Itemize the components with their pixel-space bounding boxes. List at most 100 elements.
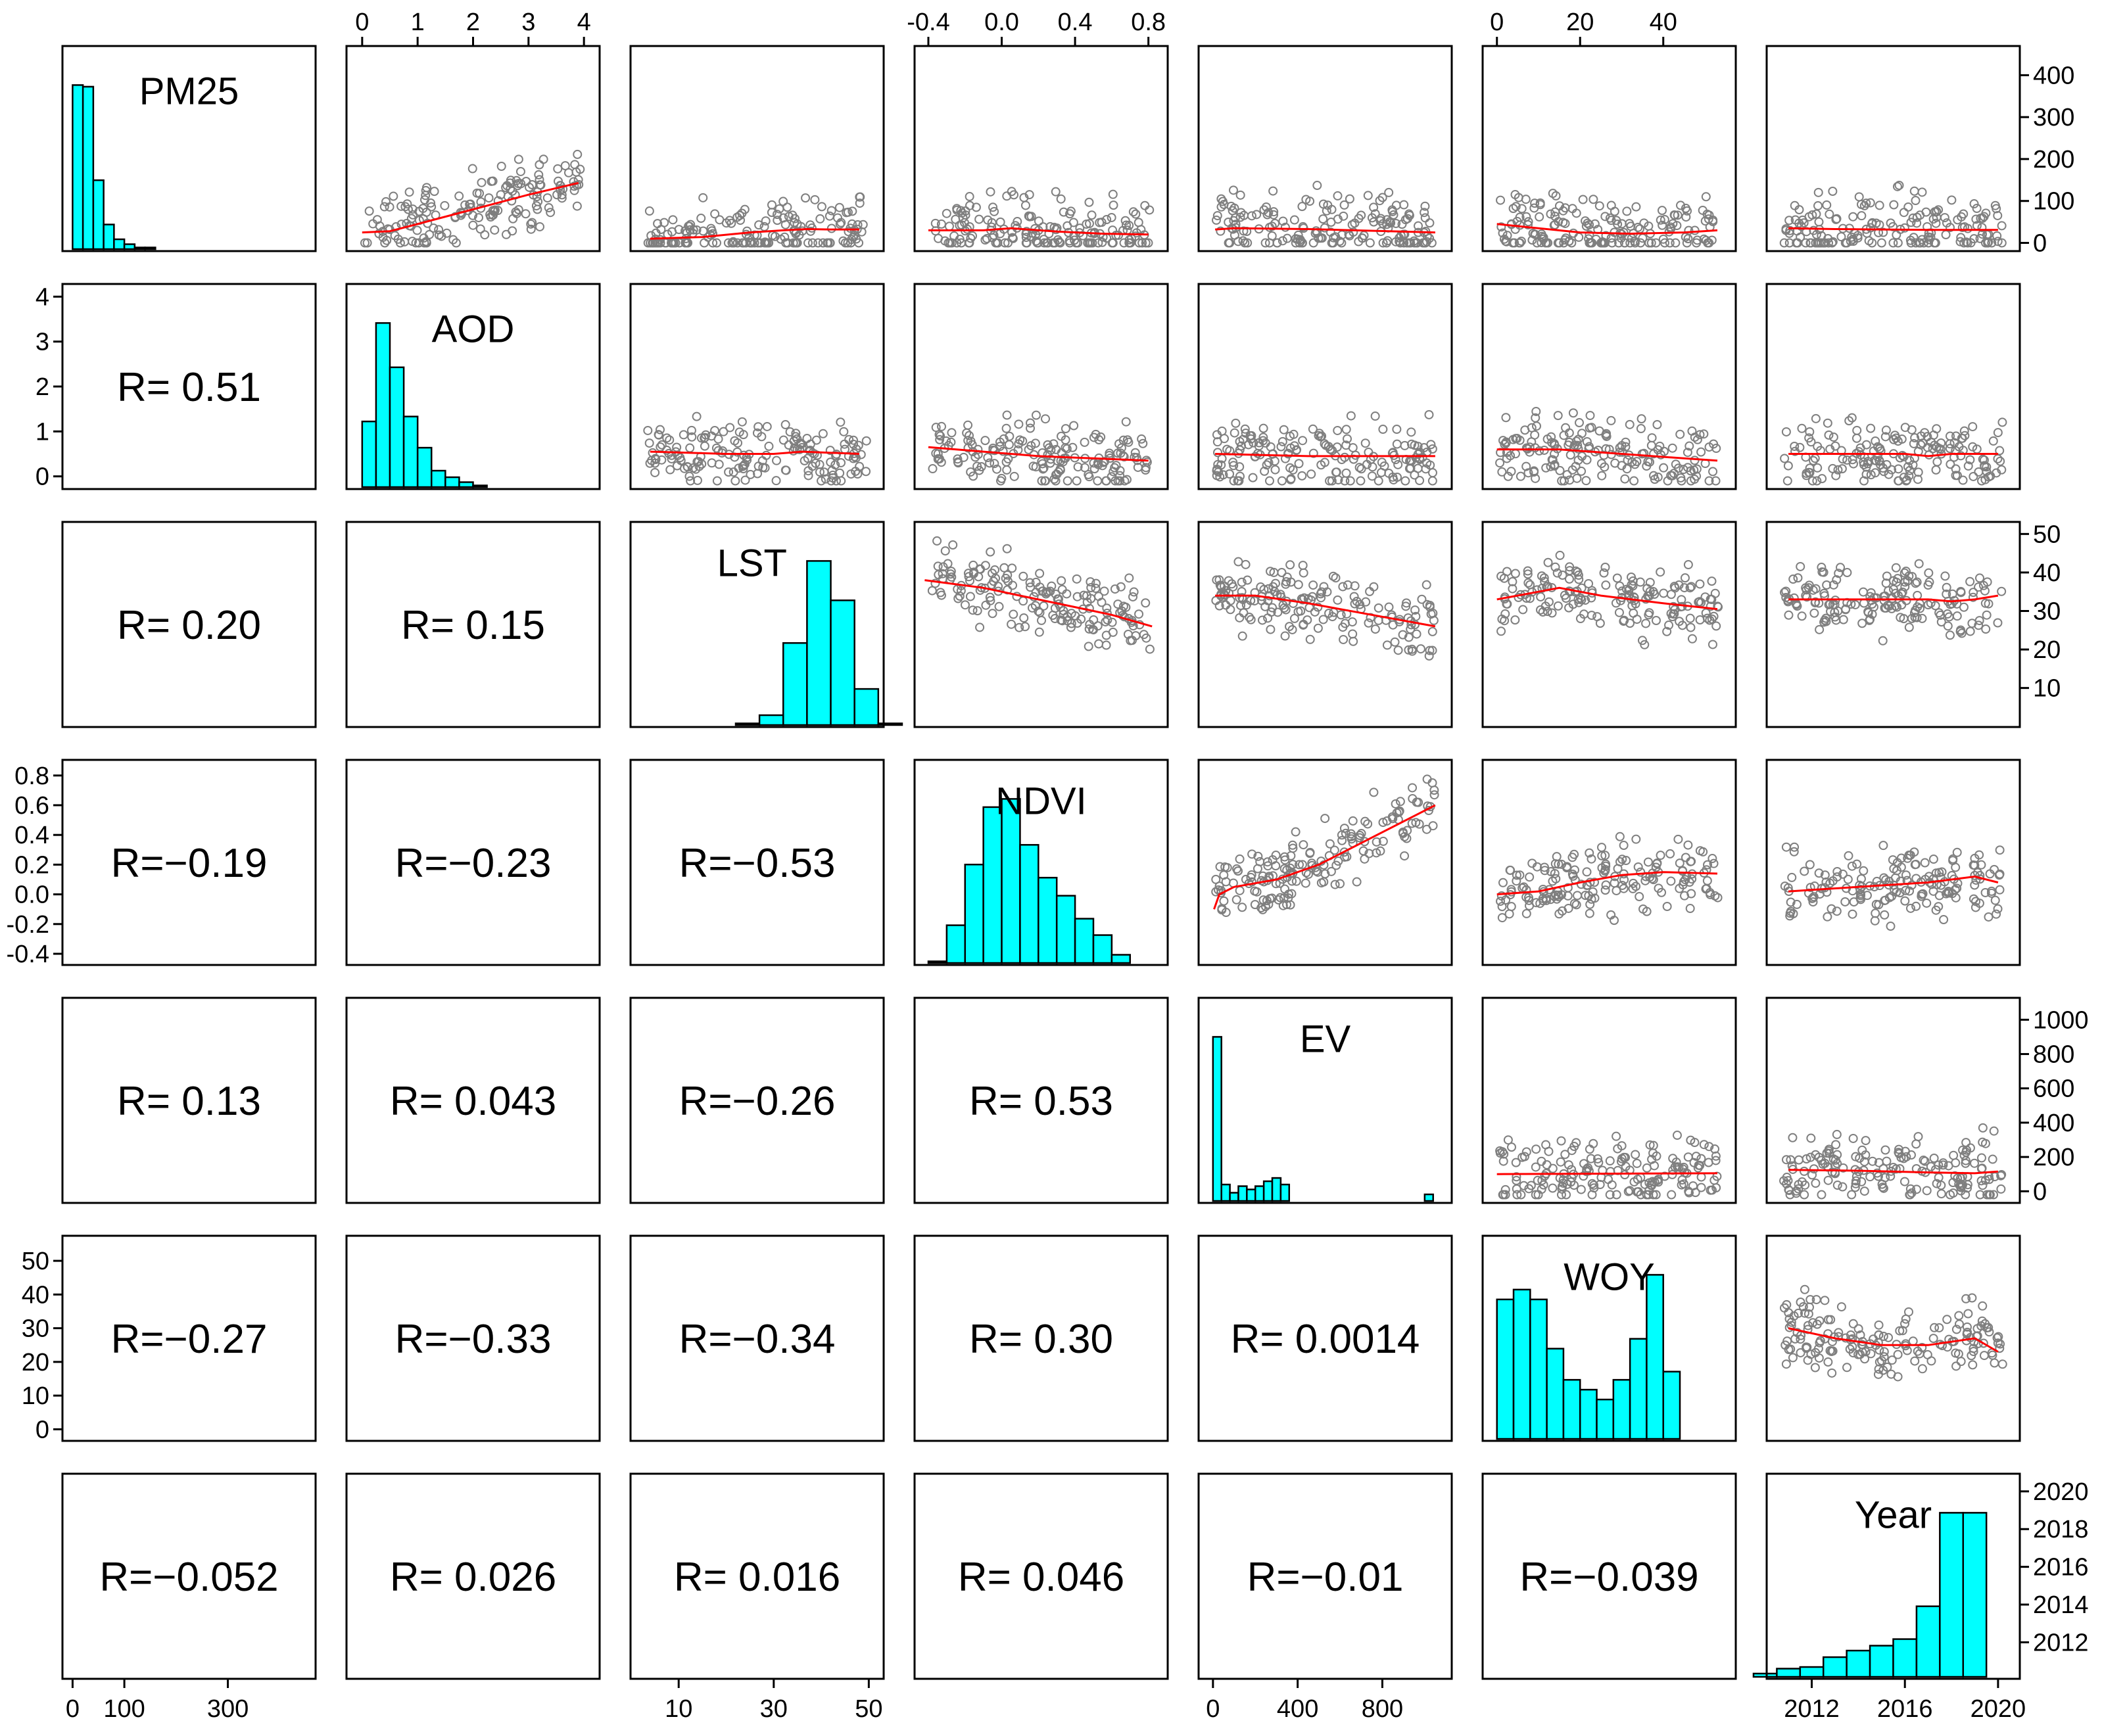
scatter-point xyxy=(1980,887,1990,897)
scatter-point xyxy=(1109,200,1118,210)
scatter-point xyxy=(1683,206,1692,216)
scatter-point xyxy=(1031,462,1041,472)
scatter-point xyxy=(1782,476,1792,486)
scatter-point xyxy=(1984,1323,1994,1332)
scatter-point xyxy=(1392,425,1402,434)
scatter-point xyxy=(1934,608,1944,618)
scatter-points xyxy=(1496,189,1718,248)
scatter-point xyxy=(1356,476,1366,486)
scatter-point xyxy=(1056,194,1066,204)
smoother-line xyxy=(1496,223,1718,235)
panel-pm25-aod xyxy=(345,45,601,252)
tick-label: 0.0 xyxy=(14,881,49,909)
scatter-point xyxy=(1422,599,1432,609)
scatter-point xyxy=(1548,876,1558,886)
scatter-point xyxy=(1557,890,1567,900)
scatter-point xyxy=(1961,1156,1971,1165)
scatter-point xyxy=(1932,424,1942,434)
scatter-point xyxy=(419,233,429,243)
scatter-point xyxy=(1610,206,1619,216)
scatter-point xyxy=(1811,1150,1821,1160)
scatter-point xyxy=(1594,1158,1604,1167)
panel-aod-woy xyxy=(1481,283,1737,490)
scatter-point xyxy=(931,423,941,433)
scatter-point xyxy=(1547,608,1557,618)
scatter-point xyxy=(1802,1342,1811,1352)
scatter-point xyxy=(1891,588,1901,598)
scatter-point xyxy=(1540,866,1550,876)
scatter-point xyxy=(1512,1172,1521,1182)
scatter-point xyxy=(1529,467,1539,477)
scatter-point xyxy=(1974,467,1984,477)
panel-frame xyxy=(913,283,1169,490)
scatter-point xyxy=(1649,471,1659,481)
scatter-point xyxy=(1233,476,1243,486)
scatter-point xyxy=(1871,436,1880,446)
scatter-point xyxy=(1900,423,1910,433)
scatter-point xyxy=(1641,594,1651,604)
scatter-point xyxy=(1686,582,1696,592)
scatter-point xyxy=(1586,238,1596,248)
scatter-point xyxy=(1004,440,1014,450)
scatter-point xyxy=(1108,189,1118,199)
panel-frame xyxy=(913,45,1169,252)
scatter-point xyxy=(1786,897,1796,907)
scatter-point xyxy=(684,471,694,481)
scatter-point xyxy=(1855,880,1865,890)
scatter-point xyxy=(1216,582,1226,592)
scatter-point xyxy=(1646,440,1656,450)
scatter-point xyxy=(698,193,708,202)
scatter-point xyxy=(1297,238,1307,248)
scatter-point xyxy=(1564,236,1574,246)
scatter-point xyxy=(725,423,735,433)
scatter-point xyxy=(1832,1129,1842,1139)
scatter-point xyxy=(451,238,461,248)
scatter-point xyxy=(685,443,695,453)
scatter-points xyxy=(1495,1131,1722,1200)
scatter-point xyxy=(1269,210,1279,220)
scatter-point xyxy=(662,445,672,455)
scatter-point xyxy=(1639,218,1649,228)
scatter-point xyxy=(1708,854,1717,864)
scatter-point xyxy=(1025,578,1035,588)
scatter-point xyxy=(1641,619,1651,628)
scatter-point xyxy=(1293,580,1303,590)
scatter-point xyxy=(1830,612,1840,622)
scatter-point xyxy=(1932,1179,1942,1188)
scatter-point xyxy=(1910,860,1920,870)
scatter-point xyxy=(1567,465,1577,475)
scatter-point xyxy=(1878,1332,1888,1342)
scatter-point xyxy=(1415,476,1425,486)
scatter-point xyxy=(1308,238,1318,248)
scatter-point xyxy=(1585,442,1594,452)
scatter-point xyxy=(1557,1184,1567,1194)
hist-bar xyxy=(1220,1183,1231,1202)
scatter-point xyxy=(965,592,975,601)
scatter-point xyxy=(1007,619,1016,629)
scatter-point xyxy=(1952,883,1962,893)
panel-aod-ndvi xyxy=(913,283,1169,490)
tick-label: 600 xyxy=(2033,1075,2074,1103)
scatter-point xyxy=(1919,1156,1928,1165)
scatter-point xyxy=(1587,1190,1597,1200)
scatter-point xyxy=(1587,611,1596,621)
scatter-point xyxy=(1610,878,1619,888)
scatter-point xyxy=(1978,1123,1988,1133)
hist-bar xyxy=(444,476,460,488)
scatter-point xyxy=(1514,193,1523,202)
scatter-point xyxy=(687,432,697,442)
scatter-point xyxy=(575,164,585,174)
scatter-point xyxy=(1888,855,1898,865)
scatter-point xyxy=(1258,423,1268,433)
scatter-point xyxy=(1541,463,1551,473)
tick-label: 50 xyxy=(2033,521,2061,548)
scatter-point xyxy=(1892,602,1902,612)
scatter-point xyxy=(1107,617,1117,627)
tick-label: 20 xyxy=(2033,636,2061,664)
scatter-point xyxy=(1825,209,1834,219)
scatter-point xyxy=(1546,895,1556,904)
scatter-point xyxy=(1967,1293,1977,1303)
scatter-point xyxy=(1360,816,1370,826)
tick-label: 30 xyxy=(760,1695,788,1723)
scatter-points xyxy=(1212,181,1437,248)
